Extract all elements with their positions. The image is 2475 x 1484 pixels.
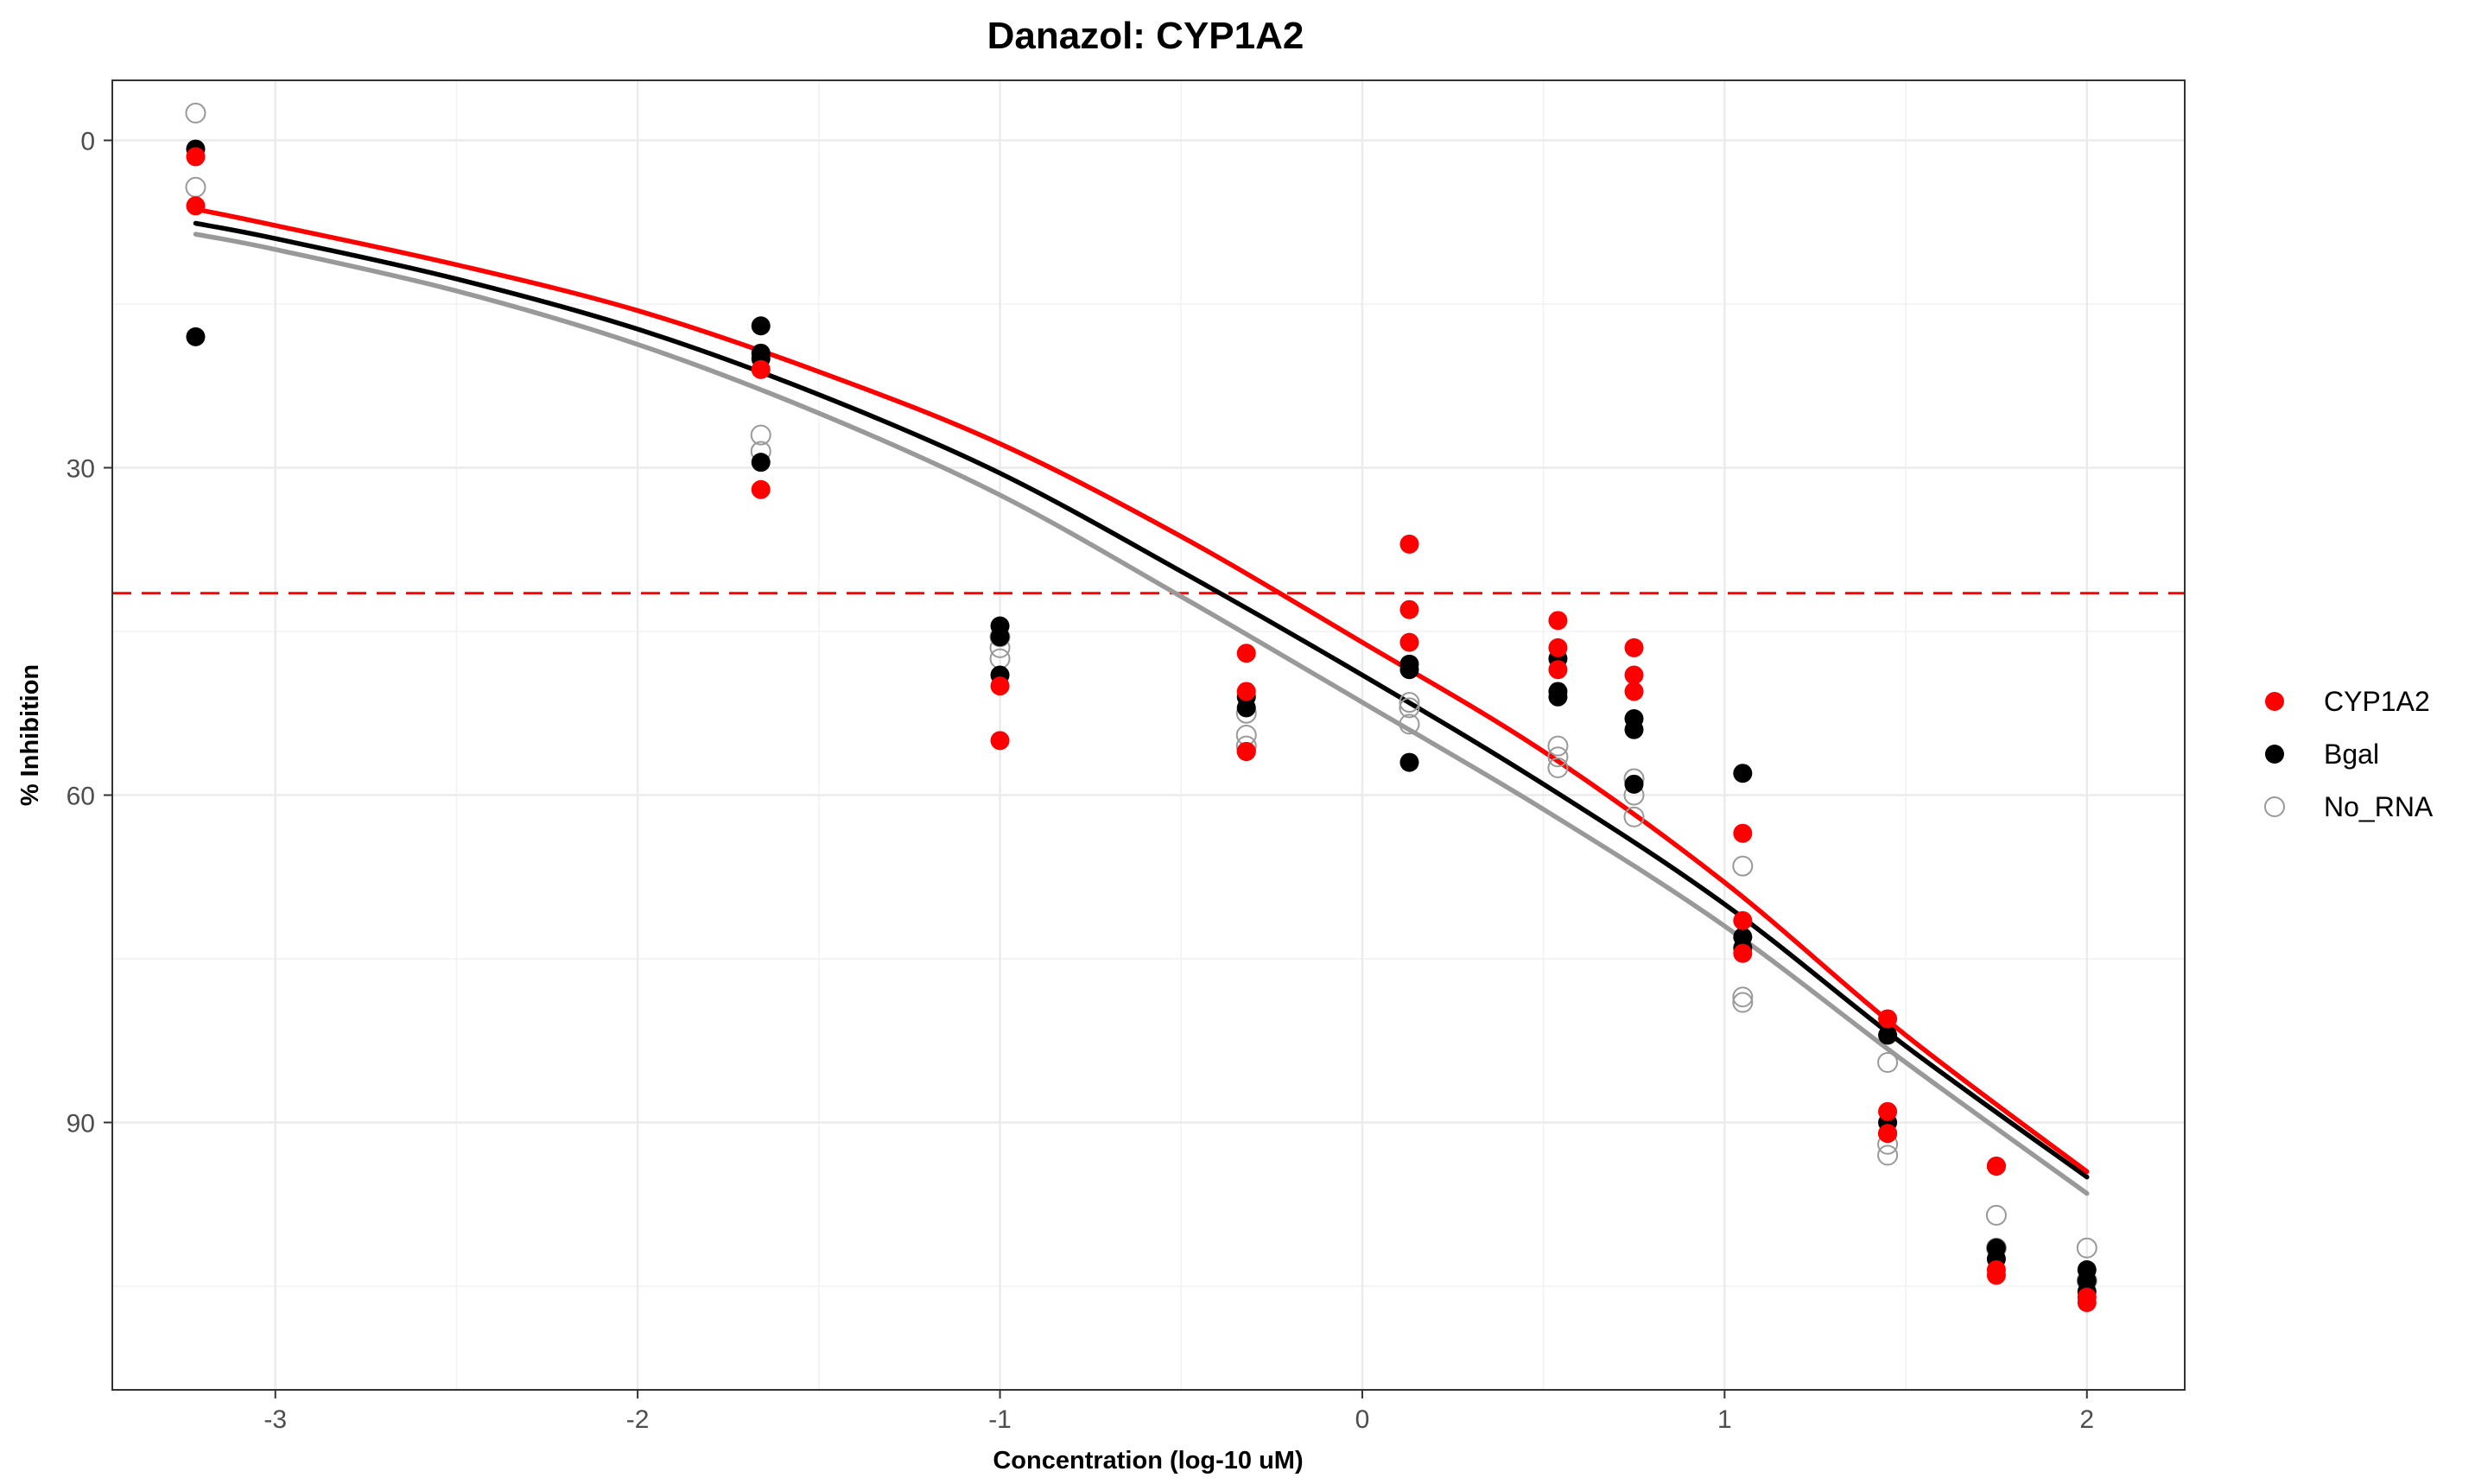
legend-label-cyp1a2: CYP1A2 (2324, 686, 2430, 717)
y-tick-label: 60 (67, 782, 95, 810)
data-point-no-rna (185, 102, 206, 124)
legend-label-bgal: Bgal (2324, 739, 2379, 770)
x-tick-label: -1 (988, 1405, 1012, 1434)
data-point-no-rna (1985, 1204, 2007, 1226)
data-point-no-rna (1623, 806, 1645, 828)
data-point-cyp1a2 (1733, 823, 1753, 843)
data-point-cyp1a2 (1236, 644, 1256, 663)
panel-border (111, 79, 2186, 1391)
fit-curve-no-rna (193, 231, 2090, 1196)
x-tick-label: 2 (2079, 1405, 2094, 1434)
data-point-bgal (1733, 764, 1753, 783)
data-point-no-rna (1732, 986, 1754, 1008)
data-point-cyp1a2 (990, 731, 1010, 751)
data-point-cyp1a2 (1733, 910, 1753, 930)
data-point-cyp1a2 (186, 147, 206, 167)
plot-area (111, 79, 2186, 1391)
legend-key-bgal (2265, 745, 2284, 764)
y-axis: 0 30 60 90 (67, 127, 112, 1138)
data-point-no-rna (1399, 713, 1420, 735)
x-tick-label: 1 (1717, 1405, 1732, 1434)
data-point-cyp1a2 (1986, 1265, 2006, 1285)
data-point-bgal (1236, 698, 1256, 718)
data-point-cyp1a2 (1986, 1157, 2006, 1176)
data-point-cyp1a2 (990, 676, 1010, 696)
data-point-bgal (186, 327, 206, 346)
data-point-no-rna (2076, 1237, 2097, 1259)
panel-background (112, 80, 2185, 1390)
data-point-cyp1a2 (1399, 632, 1419, 652)
data-point-bgal (1878, 1025, 1898, 1045)
data-point-bgal (1624, 774, 1644, 794)
legend-label-no-rna: No_RNA (2324, 791, 2434, 822)
data-point-cyp1a2 (1399, 599, 1419, 619)
data-point-no-rna (1547, 757, 1569, 778)
data-point-cyp1a2 (186, 196, 206, 216)
data-point-bgal (1624, 720, 1644, 739)
y-tick-label: 30 (67, 454, 95, 483)
x-axis: -3 -2 -1 0 1 2 (263, 1390, 2094, 1434)
data-point-cyp1a2 (1624, 665, 1644, 685)
data-point-cyp1a2 (1878, 1009, 1898, 1029)
data-point-no-rna (1732, 992, 1754, 1013)
data-point-no-rna (1547, 746, 1569, 768)
legend-key-cyp1a2 (2265, 692, 2284, 711)
data-point-no-rna (1732, 855, 1754, 877)
grid-major (112, 80, 2185, 1390)
data-points (185, 102, 2097, 1312)
data-point-bgal (1548, 687, 1568, 707)
data-point-cyp1a2 (1236, 682, 1256, 701)
data-point-no-rna (1399, 697, 1420, 719)
data-point-cyp1a2 (751, 479, 771, 499)
data-point-bgal (751, 316, 771, 336)
data-point-bgal (751, 453, 771, 472)
chart-title: Danazol: CYP1A2 (987, 15, 1304, 57)
data-point-cyp1a2 (1548, 660, 1568, 680)
data-point-cyp1a2 (2077, 1292, 2097, 1312)
data-point-cyp1a2 (1399, 534, 1419, 554)
data-point-cyp1a2 (1548, 611, 1568, 631)
fit-curves (193, 206, 2090, 1196)
data-point-no-rna (1877, 1052, 1899, 1073)
data-point-bgal (1399, 752, 1419, 772)
data-point-cyp1a2 (1548, 637, 1568, 657)
legend: CYP1A2 Bgal No_RNA (2264, 686, 2434, 822)
x-tick-label: -2 (626, 1405, 650, 1434)
x-tick-label: 0 (1355, 1405, 1370, 1434)
data-point-cyp1a2 (1878, 1124, 1898, 1144)
data-point-no-rna (1877, 1145, 1899, 1166)
fit-curve-bgal (193, 220, 2090, 1180)
data-point-cyp1a2 (1624, 637, 1644, 657)
y-tick-label: 0 (80, 127, 95, 155)
data-point-no-rna (1399, 692, 1420, 713)
data-point-cyp1a2 (751, 359, 771, 379)
legend-key-no-rna (2264, 796, 2285, 817)
y-tick-label: 90 (67, 1109, 95, 1138)
x-tick-label: -3 (263, 1405, 287, 1434)
fit-curve-cyp1a2 (193, 206, 2090, 1175)
data-point-cyp1a2 (1733, 943, 1753, 963)
data-point-cyp1a2 (1236, 741, 1256, 761)
data-point-bgal (1399, 660, 1419, 680)
data-point-cyp1a2 (1878, 1101, 1898, 1121)
data-point-bgal (990, 627, 1010, 647)
data-point-cyp1a2 (1624, 682, 1644, 701)
x-axis-label: Concentration (log-10 uM) (993, 1447, 1303, 1474)
data-point-no-rna (750, 424, 771, 446)
y-axis-label: % Inhibition (16, 664, 44, 806)
data-point-no-rna (1547, 735, 1569, 757)
grid-minor (112, 80, 2185, 1390)
